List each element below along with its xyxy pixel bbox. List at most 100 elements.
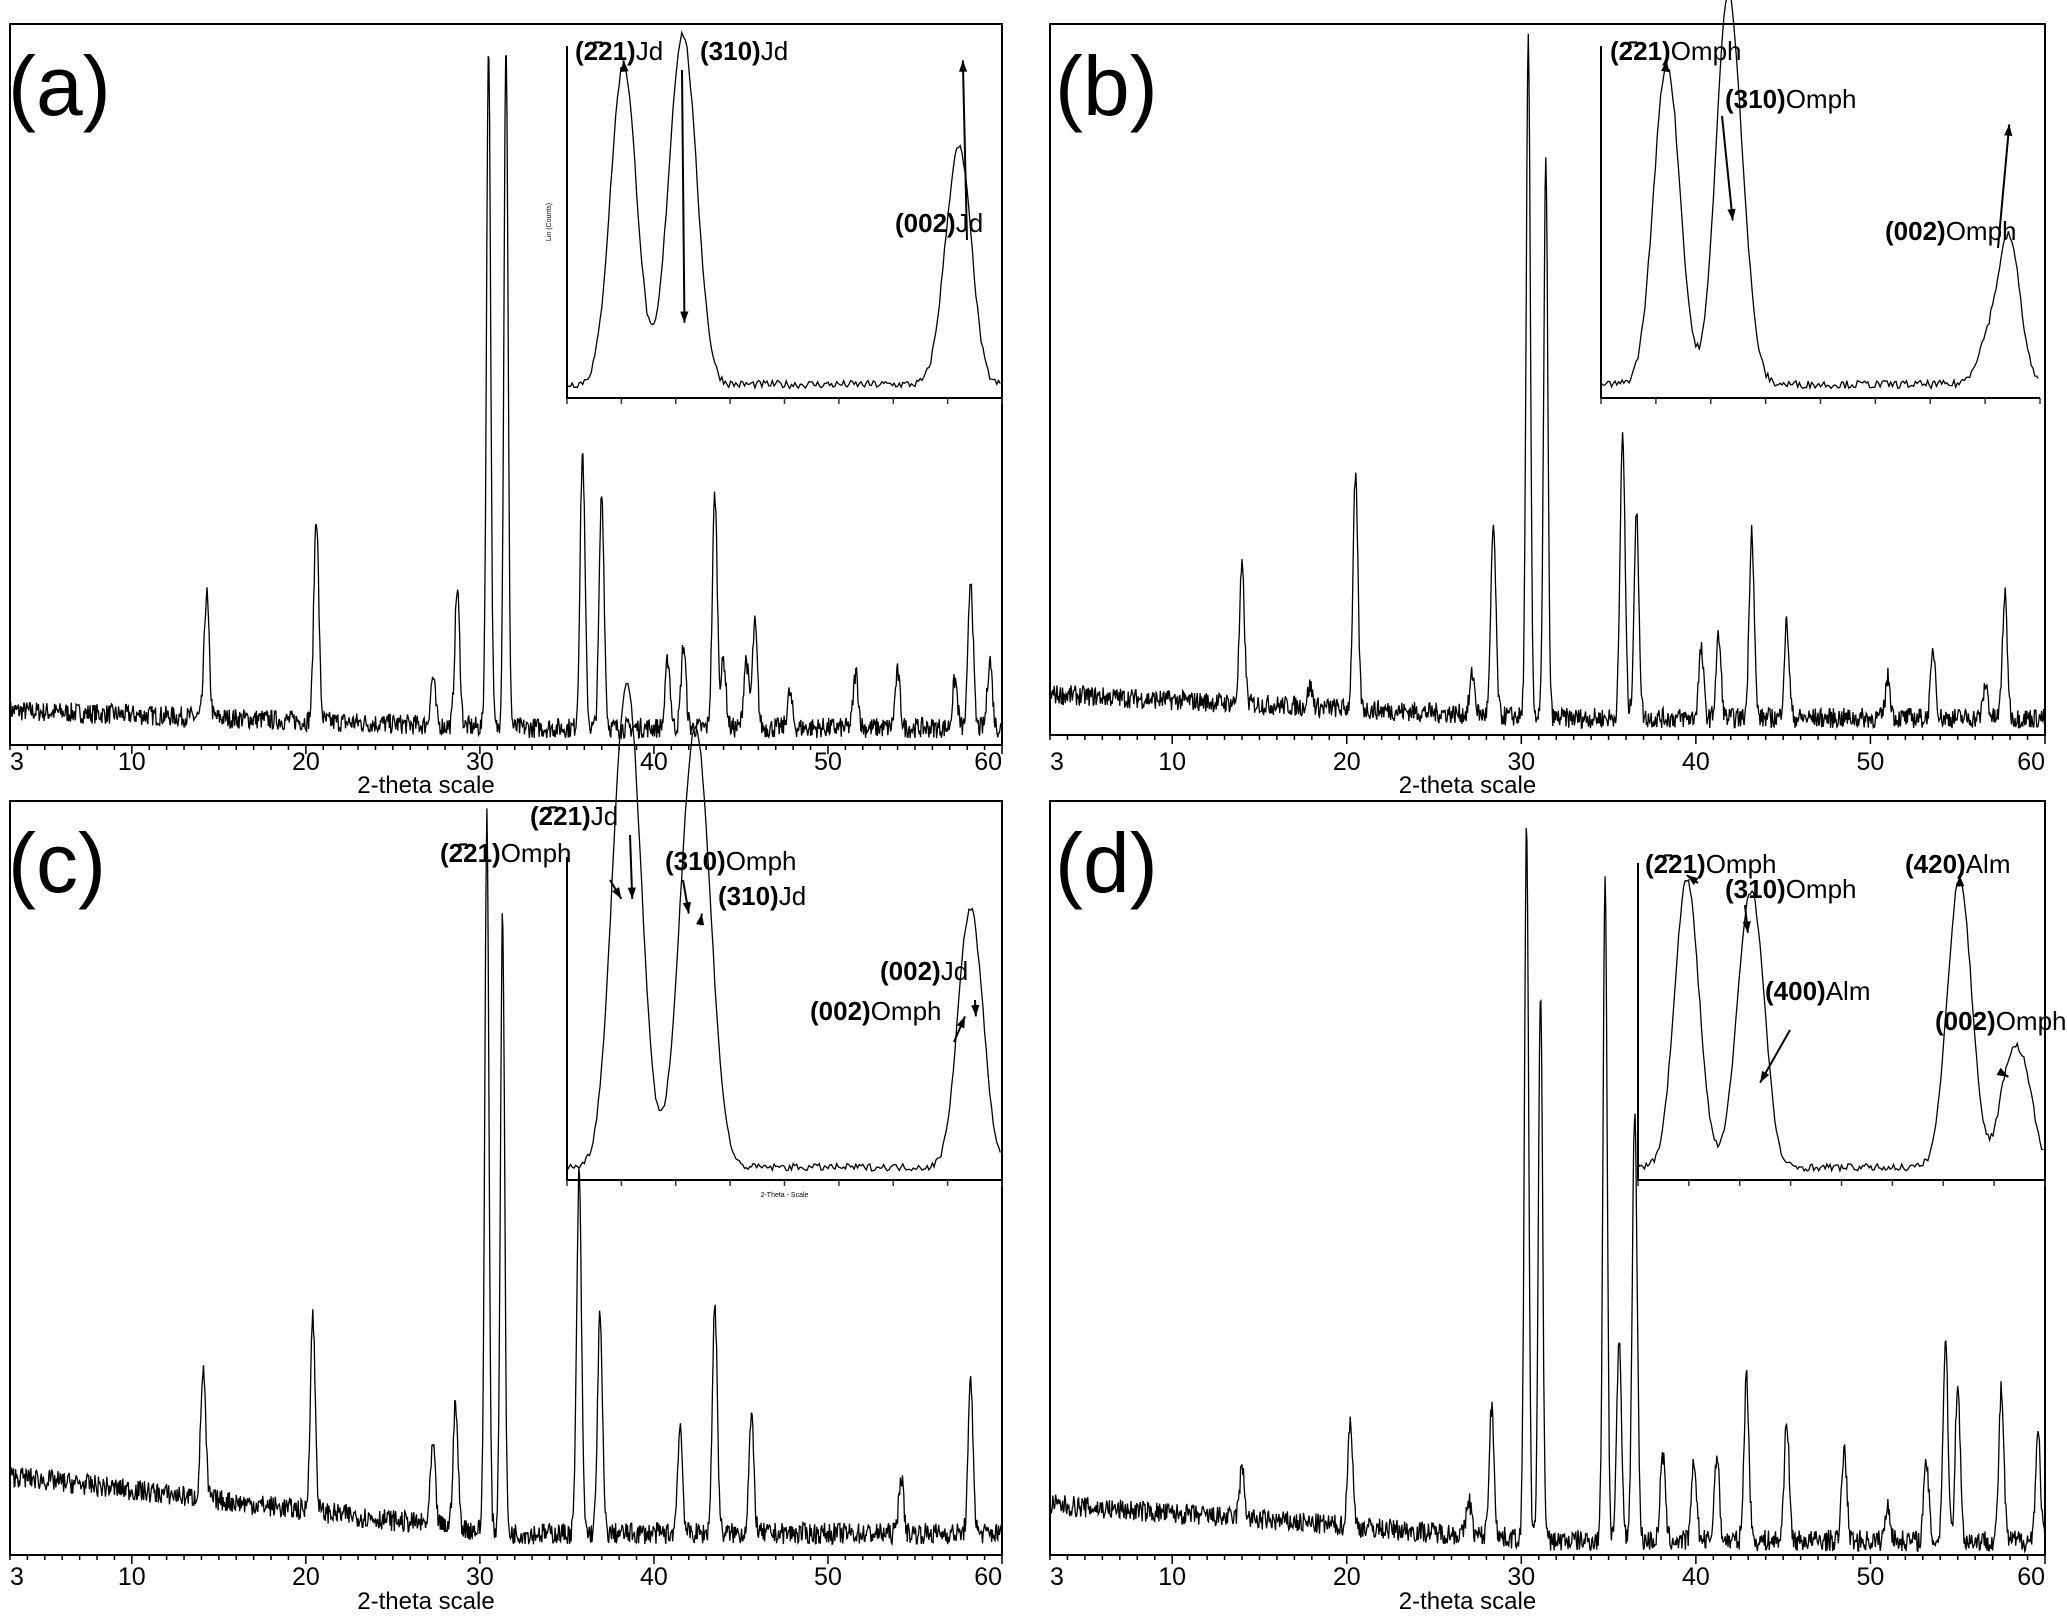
peak-annotation: (2̄21)Jd (530, 801, 618, 831)
x-axis-label: 2-theta scale (357, 1588, 494, 1615)
x-tick-label: 10 (1158, 1563, 1186, 1591)
phase-name: Omph (1671, 36, 1742, 66)
panel-c: (c) 3 10 20 30 40 50 60 2-theta scale 2-Theta - S… (8, 682, 1003, 1615)
phase-name: Omph (501, 838, 572, 868)
x-tick-label: 50 (814, 748, 842, 776)
hkl-index: (310) (665, 846, 726, 876)
arrow-head-icon (695, 913, 705, 926)
x-tick-label: 3 (10, 748, 24, 776)
plot-frame (9, 23, 1003, 746)
x-tick-label: 20 (1333, 1563, 1361, 1591)
panel-d: (d)3 10 20 30 40 50 602-theta scale(2̄21)Omph(… (1049, 800, 2067, 1615)
annotation-arrow (961, 60, 968, 241)
x-tick-label: 20 (292, 748, 320, 776)
x-tick-label: 60 (974, 748, 1002, 776)
inset-y-label: Lin (Counts) (546, 203, 553, 241)
arrow-head-icon (956, 1016, 966, 1029)
inset-zoom: Lin (Counts)(2̄21)Jd (310)Jd(002)Jd (546, 30, 1003, 404)
hkl-index: (002) (810, 996, 871, 1026)
x-tick-label: 60 (2017, 1563, 2045, 1591)
phase-name: Omph (1946, 216, 2017, 246)
annotation-arrow (681, 69, 686, 323)
inset-trace (566, 682, 1001, 1173)
peak-annotation: (310)Jd (700, 36, 788, 66)
phase-name: Jd (636, 36, 663, 66)
annotation-arrow (1997, 124, 2011, 249)
hkl-index: (310) (700, 36, 761, 66)
arrow-head-icon (1727, 208, 1736, 221)
peak-annotation: (400)Alm (1765, 976, 1870, 1006)
arrow-head-icon (680, 311, 689, 323)
x-axis-label: 2-theta scale (357, 772, 494, 799)
peak-annotation: (002)Omph (1885, 216, 2017, 246)
arrow-head-icon (2004, 124, 2013, 136)
peak-annotation: (2̄21)Omph (1645, 849, 1777, 879)
arrow-head-icon (620, 60, 629, 72)
peak-annotation: (420)Alm (1905, 849, 2010, 879)
peak-annotation: (2̄21)Jd (575, 36, 663, 66)
phase-name: Jd (761, 36, 788, 66)
plot-frame (9, 800, 1003, 1556)
hkl-index: (002) (1935, 1006, 1996, 1036)
panel-a: (a) 3 10 20 30 40 50 60 2-theta scale Lin (Counts… (8, 23, 1003, 799)
phase-name: Alm (1966, 849, 2011, 879)
x-tick-label: 50 (814, 1563, 842, 1591)
inset-zoom: (2̄21)Omph(310)Omph(002)Omph (1600, 0, 2041, 404)
phase-name: Omph (1996, 1006, 2067, 1036)
panel-label: (a) (8, 39, 111, 133)
phase-name: Omph (726, 846, 797, 876)
hkl-index: (2̄21) (530, 801, 591, 831)
x-tick-label: 40 (640, 1563, 668, 1591)
x-tick-label: 60 (2017, 748, 2045, 776)
x-tick-label: 20 (292, 1563, 320, 1591)
phase-name: Omph (1706, 849, 1777, 879)
x-tick-label: 3 (1050, 1563, 1064, 1591)
peak-annotation: (002)Omph (1935, 1006, 2067, 1036)
hkl-index: (002) (895, 208, 956, 238)
arrow-head-icon (1686, 875, 1699, 886)
phase-name: Omph (871, 996, 942, 1026)
x-tick-label: 30 (1507, 748, 1535, 776)
x-axis-label: 2-theta scale (1399, 772, 1536, 799)
hkl-index: (310) (1725, 874, 1786, 904)
peak-annotation: (2̄21)Omph (440, 838, 572, 868)
hkl-index: (310) (1725, 84, 1786, 114)
inset-zoom: 2-Theta - Scale(2̄21)Omph(2̄21)Jd(310)Om… (440, 682, 1003, 1199)
arrow-head-icon (1760, 1070, 1770, 1083)
hkl-index: (002) (880, 956, 941, 986)
arrow-head-icon (612, 887, 622, 899)
x-tick-label: 20 (1333, 748, 1361, 776)
hkl-index: (2̄21) (575, 36, 636, 66)
peak-annotation: (002)Jd (880, 956, 968, 986)
x-tick-label: 10 (1158, 748, 1186, 776)
hkl-index: (400) (1765, 976, 1826, 1006)
arrow-head-icon (627, 887, 636, 899)
arrow-head-icon (958, 60, 968, 72)
hkl-index: (2̄21) (1610, 36, 1671, 66)
annotation-arrow (1721, 115, 1734, 221)
x-tick-label: 30 (466, 1563, 494, 1591)
diffraction-trace (1049, 828, 2046, 1554)
x-tick-label: 60 (974, 1563, 1002, 1591)
inset-x-label: 2-Theta - Scale (761, 1192, 809, 1199)
x-tick-label: 50 (1857, 748, 1885, 776)
peak-annotation: (002)Omph (810, 996, 942, 1026)
panel-label: (d) (1055, 816, 1158, 910)
x-axis-label: 2-theta scale (1399, 1588, 1536, 1615)
peak-annotation: (310)Omph (1725, 84, 1857, 114)
peak-annotation: (002)Jd (895, 208, 983, 238)
diffraction-trace (1049, 33, 2046, 730)
hkl-index: (2̄21) (440, 838, 501, 868)
peak-annotation: (310)Omph (1725, 874, 1857, 904)
inset-trace (1600, 0, 2039, 391)
plot-frame (1049, 23, 2046, 736)
x-tick-label: 10 (118, 1563, 146, 1591)
phase-name: Omph (1786, 874, 1857, 904)
hkl-index: (2̄21) (1645, 849, 1706, 879)
x-tick-label: 30 (1507, 1563, 1535, 1591)
phase-name: Jd (941, 956, 968, 986)
peak-annotation: (310)Jd (718, 881, 806, 911)
diffraction-trace (9, 808, 1003, 1547)
arrow-head-icon (1742, 921, 1751, 933)
phase-name: Alm (1826, 976, 1871, 1006)
